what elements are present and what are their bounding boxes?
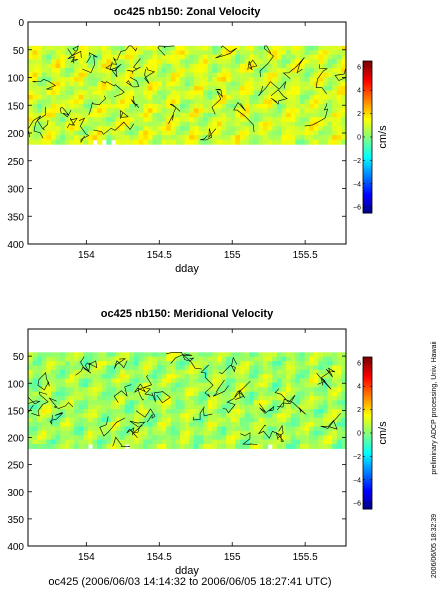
colorbar-tick-label: 2 [357,407,361,414]
chart-title: oc425 nb150: Meridional Velocity [101,308,274,320]
colorbar-tick-label: −4 [353,477,361,484]
colorbar-tick-label: 4 [357,88,361,95]
chart-title: oc425 nb150: Zonal Velocity [114,6,262,18]
x-tick-label: 155.5 [293,250,318,261]
y-tick-label: 350 [7,515,24,526]
x-tick-label: 155.5 [293,552,318,563]
y-tick-label: 50 [13,352,25,363]
x-tick-label: 154.5 [147,250,172,261]
x-tick-label: 155 [224,250,241,261]
colorbar-tick-label: 2 [357,111,361,118]
velocity-panel-1: oc425 nb150: Zonal Velocity 154 154.5 155 15… [7,6,389,275]
colorbar-tick-label: −4 [353,181,361,188]
colorbar-label: cm/s [377,421,389,445]
y-tick-label: 200 [7,129,24,140]
y-tick-label: 250 [7,461,24,472]
y-tick-label: 350 [7,212,24,223]
side-note-processing: preliminary ADCP processing, Univ. Hawai… [431,341,438,475]
x-tick-label: 155 [224,552,241,563]
side-note-timestamp: 2006/06/05 18:32:39 [431,514,438,578]
velocity-field [27,45,347,145]
x-tick-label: 154 [78,552,95,563]
velocity-field [27,352,347,449]
colorbar-tick-label: 6 [357,64,361,71]
colorbar-tick-label: −6 [353,205,361,212]
y-tick-label: 150 [7,406,24,417]
x-tick-label: 154 [78,250,95,261]
y-tick-label: 100 [7,74,24,85]
velocity-panel-2: oc425 nb150: Meridional Velocity 154 154.5… [7,308,389,577]
colorbar-tick-label: −2 [353,454,361,461]
colorbar: 6 4 2 0 −2 −4 −6 cm/s [353,60,389,214]
y-tick-label: 200 [7,434,24,445]
colorbar-tick-label: −6 [353,501,361,508]
colorbar-tick-label: 6 [357,360,361,367]
x-axis-label: dday [175,263,199,275]
footer-caption: oc425 (2006/06/03 14:14:32 to 2006/06/05… [48,576,331,588]
colorbar: 6 4 2 0 −2 −4 −6 cm/s [353,356,389,510]
colorbar-tick-label: −2 [353,158,361,165]
y-tick-label: 100 [7,379,24,390]
colorbar-tick-label: 0 [357,135,361,142]
y-tick-label: 0 [18,18,24,29]
y-tick-label: 400 [7,542,24,553]
colorbar-tick-label: 0 [357,431,361,438]
x-axis-label: dday [175,565,199,577]
y-tick-label: 150 [7,101,24,112]
y-tick-label: 300 [7,488,24,499]
x-tick-label: 154.5 [147,552,172,563]
y-tick-label: 250 [7,157,24,168]
colorbar-tick-label: 4 [357,384,361,391]
colorbar-label: cm/s [377,125,389,149]
y-tick-label: 50 [13,46,25,57]
y-tick-label: 400 [7,240,24,251]
y-tick-label: 300 [7,185,24,196]
